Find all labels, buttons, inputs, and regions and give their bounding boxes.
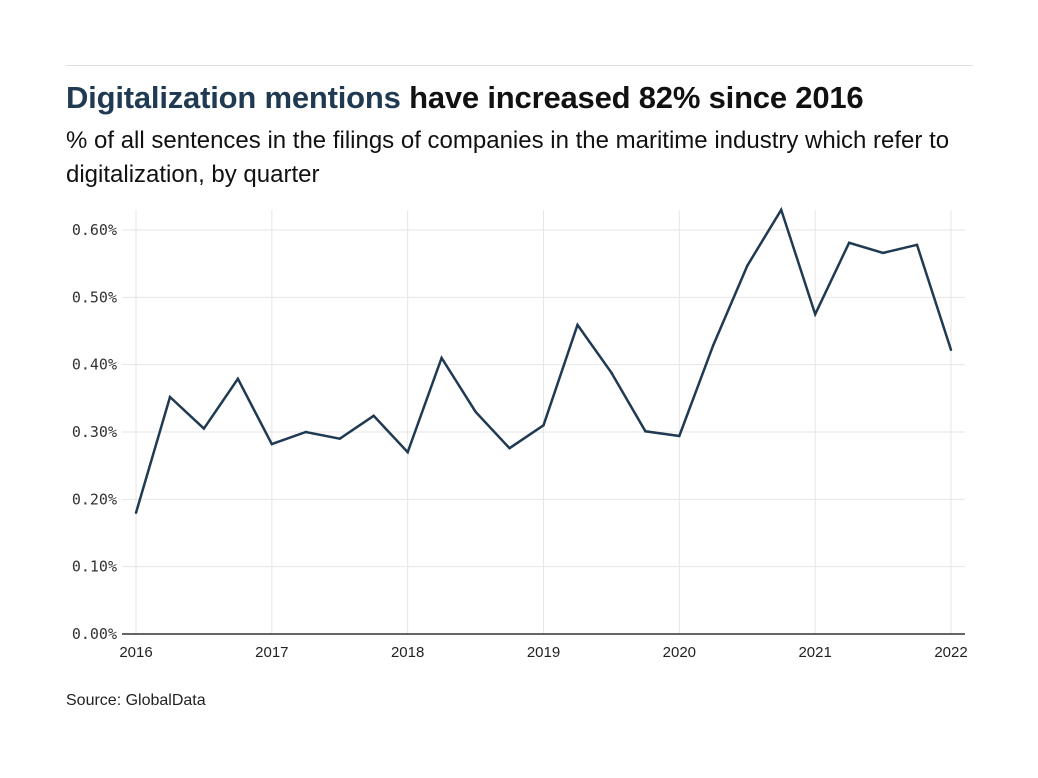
data-point [576, 323, 579, 327]
data-point [712, 343, 715, 347]
y-tick-label: 0.20% [72, 490, 117, 508]
data-point [474, 410, 477, 413]
data-point [746, 264, 749, 267]
data-point [440, 356, 443, 360]
data-point [881, 251, 885, 255]
x-tick-label: 2022 [934, 644, 967, 661]
title-rest: have increased 82% since 2016 [400, 80, 864, 115]
y-tick-label: 0.30% [72, 423, 117, 441]
data-point [780, 208, 783, 211]
title-highlight: Digitalization mentions [66, 80, 401, 115]
series-group [134, 206, 953, 514]
data-point [542, 424, 545, 427]
data-point [813, 312, 817, 316]
data-point [644, 430, 647, 433]
data-point [338, 437, 341, 440]
data-point [134, 511, 138, 514]
y-tick-label: 0.50% [72, 288, 117, 306]
source-note: Source: GlobalData [66, 692, 206, 709]
y-tick-label: 0.00% [72, 625, 117, 643]
y-tick-label: 0.40% [72, 356, 117, 374]
data-point [678, 434, 681, 438]
data-point [270, 442, 274, 446]
x-axis-ticks: 2016 2017 2018 2019 2020 2021 2022 [119, 644, 967, 661]
data-point [949, 348, 953, 352]
chart-title: Digitalization mentions have increased 8… [66, 80, 864, 116]
data-point [406, 451, 409, 454]
chart-subtitle: % of all sentences in the filings of com… [66, 127, 950, 188]
y-tick-label: 0.60% [72, 221, 117, 239]
x-tick-label: 2019 [527, 644, 560, 661]
data-point [847, 241, 851, 244]
y-axis-ticks: 0.00% 0.10% 0.20% 0.30% 0.40% 0.50% 0.60% [72, 221, 117, 643]
data-point [202, 427, 206, 430]
data-point [372, 414, 375, 418]
data-point [304, 430, 307, 434]
top-divider [66, 65, 973, 66]
x-tick-label: 2017 [255, 644, 288, 661]
data-point [610, 371, 613, 374]
x-tick-label: 2021 [798, 644, 831, 661]
x-tick-label: 2016 [119, 644, 152, 661]
data-point [508, 446, 511, 450]
data-point [236, 377, 240, 381]
x-gridlines [135, 210, 952, 634]
data-point [168, 395, 172, 399]
x-tick-label: 2018 [391, 644, 424, 661]
y-tick-label: 0.10% [72, 558, 117, 576]
x-tick-label: 2020 [663, 644, 696, 661]
data-point [915, 243, 919, 247]
